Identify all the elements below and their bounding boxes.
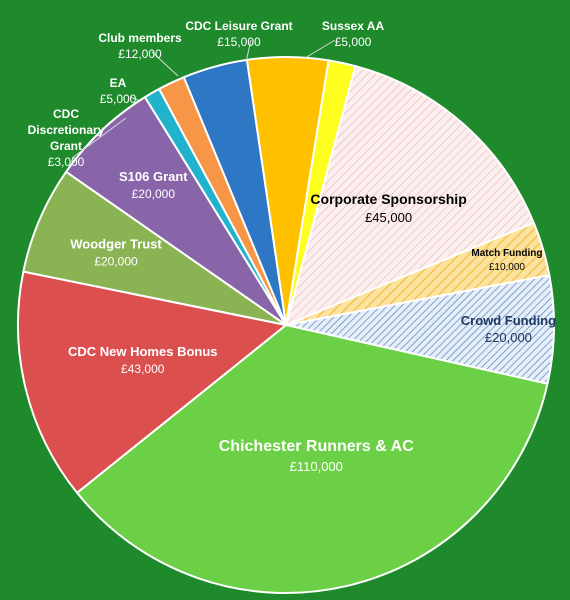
- slice-value-cdc-discretionary-grant: £3,000: [48, 155, 85, 169]
- slice-label-club-members: Club members: [98, 31, 182, 45]
- slice-label-cdc-leisure-grant: CDC Leisure Grant: [185, 19, 292, 33]
- label-woodger-trust: Woodger Trust £20,000: [70, 236, 162, 268]
- label-s106-grant: S106 Grant £20,000: [119, 169, 188, 201]
- label-chichester-runners-ac: Chichester Runners & AC £110,000: [219, 438, 414, 474]
- slice-label-woodger-trust: Woodger Trust: [70, 236, 162, 251]
- slice-label-corporate-sponsorship: Corporate Sponsorship: [310, 191, 466, 207]
- slice-label-cdc-discretionary-grant-part: CDC: [53, 107, 79, 121]
- slice-value-cdc-leisure-grant: £15,000: [217, 35, 261, 49]
- slice-chichester-runners-ac: [76, 324, 549, 594]
- slice-value-crowd-funding: £20,000: [485, 330, 532, 345]
- slice-label-sussex-aa: Sussex AA: [322, 19, 385, 33]
- slice-label-match-funding: Match Funding: [471, 248, 542, 259]
- slice-value-sussex-aa: £5,000: [335, 35, 372, 49]
- slice-value-club-members: £12,000: [118, 47, 162, 61]
- slice-label-crowd-funding: Crowd Funding: [461, 313, 556, 328]
- slice-crowd-funding: [285, 274, 555, 385]
- label-match-funding: Match Funding £10,000: [471, 248, 542, 273]
- leader-line-cdc-leisure-grant: [245, 39, 252, 63]
- slice-label-cdc-new-homes-bonus: CDC New Homes Bonus: [68, 344, 218, 359]
- slice-label-ea: EA: [110, 76, 127, 90]
- leader-line-cdc-discretionary-grant: [71, 117, 127, 159]
- slice-label-chichester-runners-ac: Chichester Runners & AC: [219, 438, 414, 455]
- leader-line-sussex-aa: [304, 39, 336, 59]
- slice-cdc-new-homes-bonus: [17, 270, 287, 494]
- slice-value-cdc-new-homes-bonus: £43,000: [121, 362, 165, 376]
- slice-label-s106-grant: S106 Grant: [119, 169, 188, 184]
- slice-value-corporate-sponsorship: £45,000: [365, 210, 412, 225]
- label-club-members: Club members £12,000: [98, 31, 182, 61]
- label-cdc-discretionary-grant: CDC Discretionary Grant £3,000: [28, 107, 105, 169]
- slice-sussex-aa: [285, 59, 357, 326]
- pie-slices: [17, 56, 555, 594]
- slice-corporate-sponsorship: [285, 65, 535, 326]
- label-cdc-new-homes-bonus: CDC New Homes Bonus £43,000: [68, 344, 218, 376]
- slice-labels: Corporate Sponsorship £45,000 Match Fundin…: [28, 19, 556, 474]
- slice-s106-grant: [65, 96, 287, 326]
- slice-value-match-funding: £10,000: [489, 262, 526, 273]
- slice-value-woodger-trust: £20,000: [94, 254, 138, 268]
- leader-lines: [71, 39, 336, 159]
- leader-line-club-members: [151, 51, 179, 77]
- leader-line-ea: [129, 96, 139, 101]
- label-crowd-funding: Crowd Funding £20,000: [461, 313, 556, 345]
- label-sussex-aa: Sussex AA £5,000: [322, 19, 385, 49]
- slice-value-chichester-runners-ac: £110,000: [290, 459, 343, 474]
- label-cdc-leisure-grant: CDC Leisure Grant £15,000: [185, 19, 292, 49]
- slice-woodger-trust: [22, 170, 287, 326]
- slice-value-ea: £5,000: [100, 92, 137, 106]
- label-ea: EA £5,000: [100, 76, 137, 106]
- slice-label-cdc-discretionary-grant-part: Discretionary: [28, 123, 105, 137]
- slice-label-cdc-discretionary-grant-part: Grant: [50, 139, 82, 153]
- label-corporate-sponsorship: Corporate Sponsorship £45,000: [310, 191, 466, 225]
- slice-value-s106-grant: £20,000: [132, 187, 176, 201]
